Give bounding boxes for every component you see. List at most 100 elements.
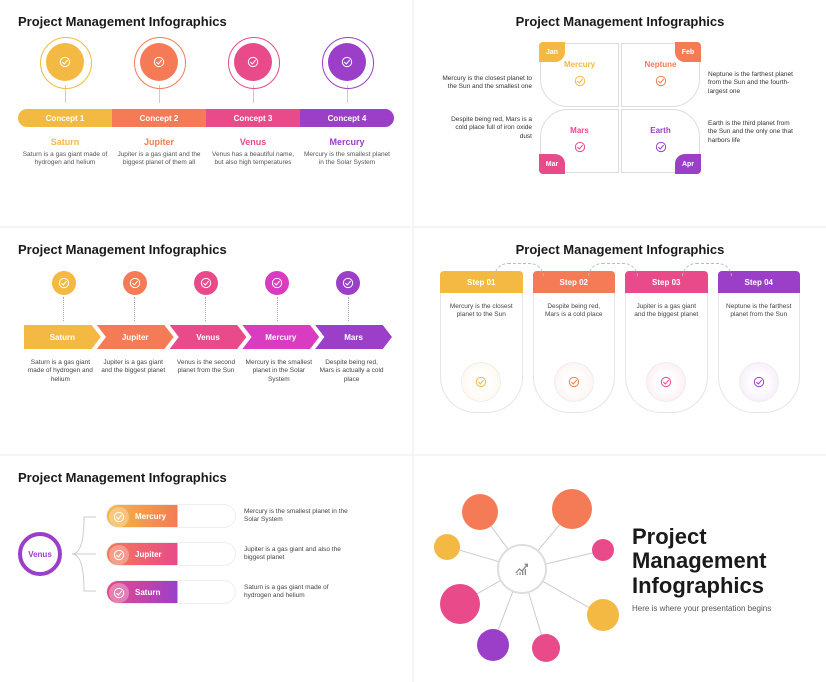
concept-bar-segment: Concept 3 — [206, 109, 300, 127]
quadrant-cell: Apr Earth — [621, 109, 700, 173]
arrow-chevrons: SaturnJupiterVenusMercuryMars — [18, 325, 394, 349]
arrow-step-icon — [123, 271, 147, 295]
concept-item: Saturn Saturn is a gas giant made of hydr… — [18, 137, 112, 168]
panel-steps: Project Management Infographics Step 01 … — [414, 228, 826, 454]
desc-text: Mercury is the closest planet to the Sun… — [442, 75, 532, 92]
arrow-desc: Saturn is a gas giant made of hydrogen a… — [24, 359, 97, 384]
branch-item: Saturn Saturn is a gas giant made of hyd… — [106, 580, 354, 604]
arrow-descs: Saturn is a gas giant made of hydrogen a… — [18, 359, 394, 384]
step-arc-connector — [494, 263, 544, 277]
arrow-desc: Despite being red, Mars is actually a co… — [315, 359, 388, 384]
desc-text: Neptune is the farthest planet from the … — [708, 71, 798, 96]
step-card: Step 01 Mercury is the closest planet to… — [440, 271, 523, 413]
quadrant-cell: Jan Mercury — [540, 43, 619, 107]
arrow-step-icon — [265, 271, 289, 295]
quadrant-cell-name: Mars — [570, 126, 589, 135]
branch-pill-icon — [109, 583, 129, 603]
panel-title: Project Management Infographics — [432, 242, 808, 257]
arrow-chevron: Mercury — [242, 325, 319, 349]
branch-items: Mercury Mercury is the smallest planet i… — [106, 504, 354, 604]
quadrant-cell-name: Neptune — [645, 60, 677, 69]
arrow-icons-row — [18, 271, 394, 323]
concept-desc: Saturn is a gas giant made of hydrogen a… — [22, 151, 108, 168]
branch-item: Jupiter Jupiter is a gas giant and also … — [106, 542, 354, 566]
step-desc: Jupiter is a gas giant and the biggest p… — [632, 303, 701, 320]
panel-title: Project Management Infographics — [18, 470, 394, 485]
concept-name: Venus — [210, 137, 296, 147]
branch-desc: Jupiter is a gas giant and also the bigg… — [244, 546, 354, 563]
concept-circle — [46, 43, 84, 81]
quadrant-month-tab: Apr — [675, 154, 701, 174]
quadrant-cell-name: Earth — [650, 126, 670, 135]
arrow-step-icon — [194, 271, 218, 295]
main-title: Project Management Infographics — [632, 525, 808, 598]
branch-pill: Mercury — [106, 504, 236, 528]
arrow-step-icon — [52, 271, 76, 295]
panel-arrows: Project Management Infographics SaturnJu… — [0, 228, 412, 454]
network-bubble — [592, 539, 614, 561]
concept-desc: Venus has a beautiful name, but also hig… — [210, 151, 296, 168]
panel-concepts: Project Management Infographics Concept … — [0, 0, 412, 226]
arrow-desc: Mercury is the smallest planet in the So… — [242, 359, 315, 384]
concept-item: Mercury Mercury is the smallest planet in… — [300, 137, 394, 168]
concept-bar-segment: Concept 2 — [112, 109, 206, 127]
branch-root-label: Venus — [28, 550, 52, 559]
subtitle: Here is where your presentation begins — [632, 604, 808, 613]
step-arc-connector — [682, 263, 732, 277]
bubble-network — [432, 479, 612, 659]
panel-title: Project Management Infographics — [18, 242, 394, 257]
panel-branches: Project Management Infographics Venus Me… — [0, 456, 412, 682]
branch-item: Mercury Mercury is the smallest planet i… — [106, 504, 354, 528]
branch-connectors — [72, 499, 96, 609]
arrow-desc: Jupiter is a gas giant and the biggest p… — [97, 359, 170, 384]
step-arc-connector — [588, 263, 638, 277]
center-circle — [497, 544, 547, 594]
quadrant-grid: Jan Mercury Feb Neptune Mar Mars Apr Ear… — [540, 43, 700, 173]
quadrant-cell-name: Mercury — [564, 60, 595, 69]
growth-chart-icon — [514, 561, 530, 577]
concept-item: Venus Venus has a beautiful name, but als… — [206, 137, 300, 168]
arrow-chevron: Saturn — [24, 325, 101, 349]
branch-pill: Jupiter — [106, 542, 236, 566]
step-desc: Despite being red, Mars is a cold place — [540, 303, 609, 320]
branch-root: Venus — [18, 532, 62, 576]
network-bubble — [440, 584, 480, 624]
network-bubble — [477, 629, 509, 661]
desc-text: Earth is the third planet from the Sun a… — [708, 120, 798, 145]
step-card: Step 03 Jupiter is a gas giant and the b… — [625, 271, 708, 413]
network-bubble — [587, 599, 619, 631]
quadrant-month-tab: Feb — [675, 42, 701, 62]
concept-bar-segment: Concept 4 — [300, 109, 394, 127]
desc-text: Despite being red, Mars is a cold place … — [442, 116, 532, 141]
concept-bar-segment: Concept 1 — [18, 109, 112, 127]
quadrant-right-descs: Neptune is the farthest planet from the … — [708, 47, 798, 170]
concept-item: JupiterJupiter is a gas giant and the bi… — [112, 137, 206, 168]
panel-title: Project Management Infographics — [432, 14, 808, 29]
concept-bar: Concept 1Concept 2Concept 3Concept 4 — [18, 109, 394, 127]
quadrant-month-tab: Mar — [539, 154, 565, 174]
arrow-chevron: Venus — [170, 325, 247, 349]
branch-desc: Saturn is a gas giant made of hydrogen a… — [244, 584, 354, 601]
concept-desc: Mercury is the smallest planet in the So… — [304, 151, 390, 168]
step-desc: Mercury is the closest planet to the Sun — [447, 303, 516, 320]
branch-desc: Mercury is the smallest planet in the So… — [244, 508, 354, 525]
quadrant-cell: Mar Mars — [540, 109, 619, 173]
step-card: Step 04 Neptune is the farthest planet f… — [718, 271, 801, 413]
quadrant-cell: Feb Neptune — [621, 43, 700, 107]
concept-circles-row — [18, 43, 394, 103]
concept-name: Mercury — [304, 137, 390, 147]
network-bubble — [462, 494, 498, 530]
quadrant-month-tab: Jan — [539, 42, 565, 62]
concept-name: Saturn — [22, 137, 108, 147]
concept-items: Saturn Saturn is a gas giant made of hydr… — [18, 137, 394, 168]
branch-pill-icon — [109, 507, 129, 527]
concept-circle — [140, 43, 178, 81]
arrow-chevron: Mars — [315, 325, 392, 349]
step-desc: Neptune is the farthest planet from the … — [725, 303, 794, 320]
arrow-step-icon — [336, 271, 360, 295]
panel-quadrant: Project Management Infographics Mercury … — [414, 0, 826, 226]
arrow-chevron: Jupiter — [97, 325, 174, 349]
concept-name: Jupiter — [116, 137, 202, 147]
step-card: Step 02 Despite being red, Mars is a col… — [533, 271, 616, 413]
panel-title: Project Management Infographics — [18, 14, 394, 29]
